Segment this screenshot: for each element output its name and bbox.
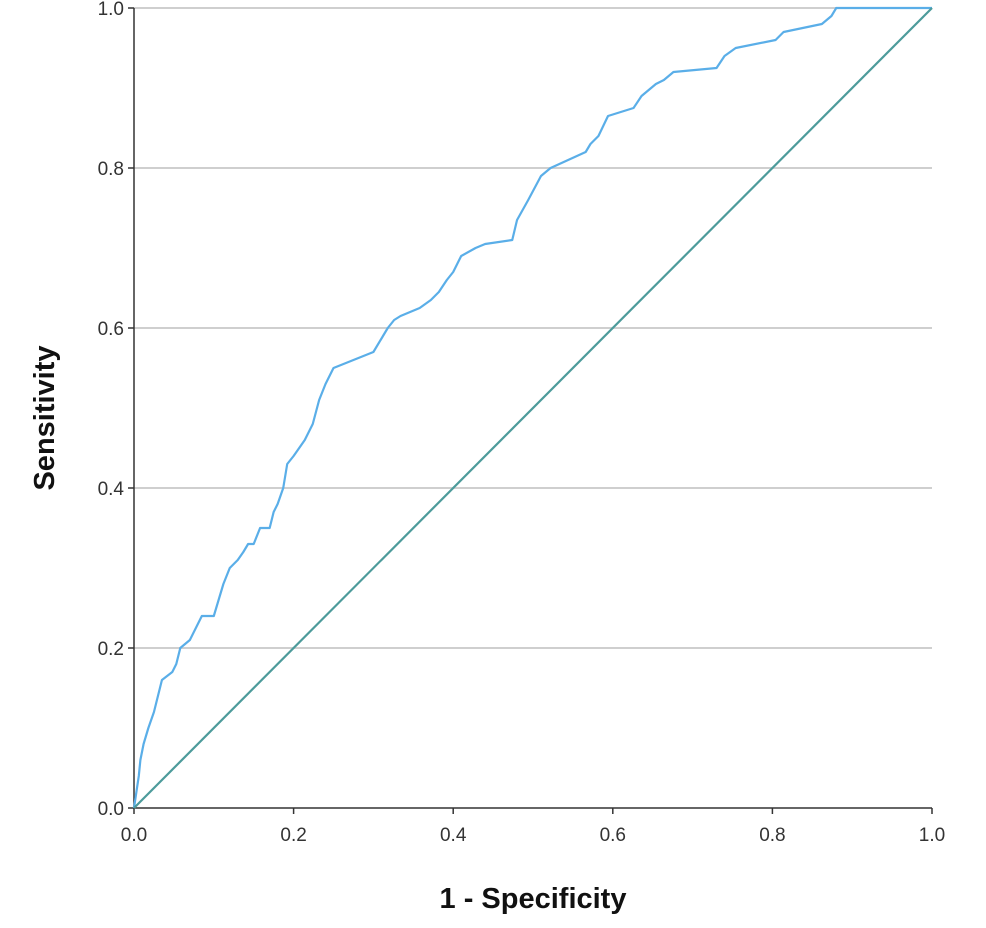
- y-axis-title: Sensitivity: [29, 345, 61, 490]
- x-tick-label-4: 0.8: [759, 825, 785, 846]
- roc-curve-line: [132, 6, 932, 809]
- y-tick-label-2: 0.4: [98, 479, 125, 500]
- y-tick-label-1: 0.2: [98, 639, 124, 660]
- reference-diagonal-line: [133, 7, 933, 809]
- y-tick-labels: 0.0 0.2 0.4 0.6 0.8 1.0: [98, 0, 125, 820]
- x-tick-label-2: 0.4: [440, 825, 467, 846]
- x-tick-label-3: 0.6: [600, 825, 626, 846]
- y-tick-label-3: 0.6: [98, 319, 124, 340]
- series-layer: [132, 6, 933, 809]
- axes: [128, 7, 933, 814]
- y-tick-label-4: 0.8: [98, 159, 124, 180]
- x-tick-label-5: 1.0: [919, 825, 945, 846]
- grid-lines: [134, 7, 932, 649]
- y-tick-label-0: 0.0: [98, 799, 124, 820]
- x-tick-labels: 0.0 0.2 0.4 0.6 0.8 1.0: [121, 825, 945, 846]
- x-tick-label-1: 0.2: [280, 825, 306, 846]
- y-tick-label-5: 1.0: [98, 0, 124, 20]
- x-tick-label-0: 0.0: [121, 825, 147, 846]
- x-axis-title: 1 - Specificity: [440, 883, 627, 915]
